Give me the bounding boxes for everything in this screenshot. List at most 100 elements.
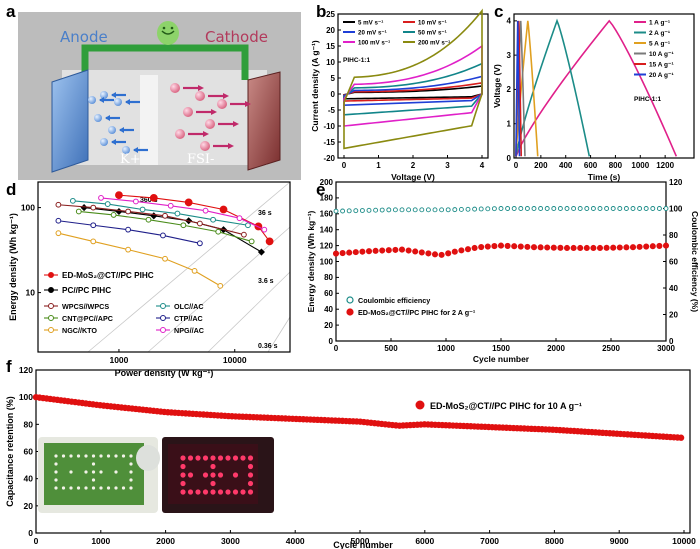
x-tick-label: 500 — [384, 344, 398, 353]
data-point — [577, 206, 583, 211]
led-bulb-on — [210, 463, 216, 470]
data-point — [431, 251, 439, 258]
led-photo-off — [38, 437, 160, 513]
arrow-head — [223, 93, 229, 99]
data-point — [623, 206, 629, 211]
x-tick-label: 3000 — [657, 344, 675, 353]
data-point — [484, 243, 491, 250]
data-point — [215, 228, 222, 235]
data-point — [75, 208, 82, 215]
y-tick-label: 100 — [21, 203, 35, 213]
legend-label: 10 mV s⁻¹ — [418, 20, 447, 27]
data-point — [504, 242, 511, 249]
data-point — [498, 206, 504, 211]
legend-marker — [160, 327, 166, 333]
data-point — [399, 207, 405, 213]
y-tick-label: 40 — [24, 474, 34, 484]
y-tick-label: -5 — [328, 106, 336, 115]
x-tick-label: 10000 — [223, 355, 247, 365]
led-bulb-off — [106, 486, 111, 490]
led-bulb-on — [225, 489, 231, 495]
data-point — [623, 244, 630, 251]
data-point — [677, 434, 685, 441]
led-bulb-on — [180, 489, 186, 495]
panel-f: f 0 1000 2000 3000 4000 5000 6000 7000 8000 9000 1… — [5, 357, 696, 549]
y-tick-label: 0 — [329, 337, 334, 346]
data-point — [69, 197, 76, 204]
data-point — [643, 206, 649, 211]
data-point — [236, 215, 243, 222]
data-point — [55, 201, 62, 208]
fsi-ion — [175, 129, 185, 139]
led-bulb-off — [69, 454, 73, 458]
led-bulb-on — [180, 472, 186, 478]
data-point — [544, 206, 550, 211]
data-point — [432, 207, 438, 213]
data-point — [398, 246, 406, 253]
data-point — [340, 208, 346, 214]
led-bulb-off — [54, 478, 58, 482]
data-point — [80, 204, 88, 212]
data-point — [265, 237, 274, 246]
data-point — [637, 206, 643, 211]
y-tick-label: 10 — [326, 58, 335, 67]
legend-marker — [346, 296, 354, 304]
data-point — [603, 244, 610, 251]
led-bulb-off — [76, 486, 81, 490]
led-bulb-off — [54, 454, 58, 458]
y-tick-label: -20 — [323, 154, 335, 163]
data-point — [167, 202, 174, 209]
led-bulb-on — [247, 472, 254, 478]
led-photo-on — [162, 437, 274, 513]
data-point — [485, 206, 491, 212]
data-point — [544, 244, 551, 251]
k-ion — [108, 126, 116, 134]
iso-time-line — [87, 181, 291, 353]
led-bulb-off — [114, 454, 118, 458]
panel-c-note: PIHC-1:1 — [634, 96, 661, 103]
arrow-head — [111, 139, 116, 145]
data-point — [584, 206, 590, 211]
series-line — [78, 210, 252, 242]
led-bulb-on — [225, 455, 231, 461]
cv-curve — [343, 62, 483, 116]
fsi-ion — [183, 107, 193, 117]
x-tick-label: 3000 — [221, 536, 240, 546]
led-bulb-on — [187, 472, 194, 478]
y-tick-label: 100 — [19, 392, 33, 402]
panel-b-letter: b — [316, 2, 326, 21]
led-bulb-off — [99, 470, 103, 474]
external-wire — [81, 44, 249, 80]
led-bulb-off — [54, 486, 58, 490]
data-point — [359, 208, 365, 213]
panel-e: e 0 500 1000 1500 2000 2500 300002040608010012… — [306, 178, 700, 364]
x-tick-label: 1500 — [492, 344, 510, 353]
data-point — [418, 249, 425, 256]
x-axis-label: Power density (W kg⁻¹) — [115, 368, 214, 378]
data-point — [145, 216, 152, 223]
led-bulb-on — [210, 455, 216, 461]
legend-label: OLC//AC — [174, 302, 204, 311]
x-tick-label: 4000 — [286, 536, 305, 546]
data-point — [472, 206, 478, 212]
legend-label: 1 A g⁻¹ — [649, 20, 670, 27]
data-point — [333, 208, 339, 214]
data-point — [125, 208, 132, 215]
y-tick-label: 60 — [24, 446, 34, 456]
data-point — [517, 243, 524, 250]
y-tick-label: 160 — [320, 210, 334, 219]
led-bulb-on — [180, 455, 186, 461]
y-tick-label: 120 — [19, 365, 33, 375]
led-bulb-on — [217, 455, 224, 461]
series-line — [84, 207, 262, 253]
x-tick-label: 7000 — [480, 536, 499, 546]
data-point — [478, 243, 485, 251]
y-tick-label: 2 — [507, 85, 512, 94]
led-bulb-on — [195, 455, 201, 461]
data-point — [90, 238, 97, 245]
led-bulb-off — [129, 478, 133, 482]
data-point — [656, 242, 663, 249]
gcd-curve — [515, 19, 678, 157]
x-tick-label: 2000 — [547, 344, 565, 353]
cathode-label: Cathode — [205, 28, 268, 46]
